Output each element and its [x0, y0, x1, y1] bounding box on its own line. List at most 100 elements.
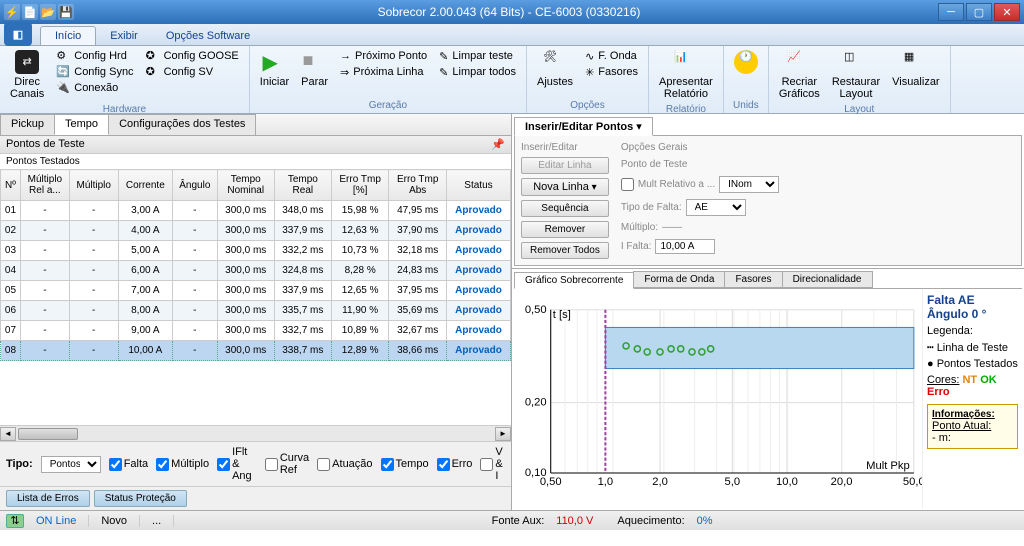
chk-erro[interactable]: Erro — [437, 458, 473, 471]
conexao-button[interactable]: 🔌Conexão — [52, 80, 137, 96]
table-row[interactable]: 03--5,00 A-300,0 ms332,2 ms10,73 %32,18 … — [1, 241, 511, 261]
ribbon: ⇄ Direc Canais ⚙Config Hrd 🔄Config Sync … — [0, 46, 1024, 114]
save-icon[interactable]: 💾 — [58, 4, 74, 20]
gtab-direc[interactable]: Direcionalidade — [782, 271, 873, 288]
subtab-config[interactable]: Configurações dos Testes — [108, 114, 256, 135]
pin-icon[interactable]: 📌 — [491, 138, 505, 151]
col-angulo[interactable]: Ângulo — [172, 170, 217, 201]
restaurar-button[interactable]: ◫Restaurar Layout — [828, 48, 884, 102]
chk-atuacao[interactable]: Atuação — [317, 458, 372, 471]
tipofalta-select[interactable]: AE — [686, 199, 746, 216]
ep-ponto-label: Ponto de Teste — [621, 159, 779, 170]
table-row[interactable]: 01--3,00 A-300,0 ms348,0 ms15,98 %47,95 … — [1, 201, 511, 221]
config-hrd-button[interactable]: ⚙Config Hrd — [52, 48, 137, 64]
info-header: Informações: — [932, 409, 1013, 420]
multrel-checkbox[interactable] — [621, 178, 634, 191]
open-icon[interactable]: 📂 — [40, 4, 56, 20]
overcurrent-chart: 0,501,02,05,010,020,050,00,500,200,10t [… — [514, 289, 922, 508]
subtab-pickup[interactable]: Pickup — [0, 114, 55, 135]
col-tnom[interactable]: Tempo Nominal — [217, 170, 274, 201]
chk-vi[interactable]: V & I — [480, 446, 505, 482]
table-row[interactable]: 08--10,00 A-300,0 ms338,7 ms12,89 %38,66… — [1, 341, 511, 361]
config-sync-button[interactable]: 🔄Config Sync — [52, 64, 137, 80]
status-aquec-label: Aquecimento: — [617, 515, 684, 527]
play-icon: ▶ — [262, 50, 286, 74]
scroll-right-icon[interactable]: ► — [495, 427, 511, 441]
tab-exibir[interactable]: Exibir — [96, 27, 152, 45]
config-goose-button[interactable]: ✪Config GOOSE — [142, 48, 243, 64]
remover-button[interactable]: Remover — [521, 221, 609, 238]
svg-text:0,20: 0,20 — [525, 397, 547, 409]
col-multrel[interactable]: Múltiplo Rel a... — [20, 170, 69, 201]
proxima-linha-button[interactable]: ⇒Próxima Linha — [336, 64, 431, 80]
table-row[interactable]: 05--7,00 A-300,0 ms337,9 ms12,65 %37,95 … — [1, 281, 511, 301]
col-treal[interactable]: Tempo Real — [274, 170, 331, 201]
new-icon[interactable]: 📄 — [22, 4, 38, 20]
col-corrente[interactable]: Corrente — [118, 170, 172, 201]
gtab-forma[interactable]: Forma de Onda — [633, 271, 725, 288]
brush-all-icon: ✎ — [439, 66, 448, 79]
gtab-sobrecorrente[interactable]: Gráfico Sobrecorrente — [514, 272, 634, 289]
relatorio-button[interactable]: 📊Apresentar Relatório — [655, 48, 717, 102]
scroll-thumb[interactable] — [18, 428, 78, 440]
h-scrollbar[interactable]: ◄ ► — [0, 425, 511, 441]
proximo-ponto-button[interactable]: →Próximo Ponto — [336, 48, 431, 64]
scroll-left-icon[interactable]: ◄ — [0, 427, 16, 441]
direc-label: Direc Canais — [10, 76, 44, 100]
chk-falta[interactable]: Falta — [109, 458, 148, 471]
table-row[interactable]: 06--8,00 A-300,0 ms335,7 ms11,90 %35,69 … — [1, 301, 511, 321]
subtab-tempo[interactable]: Tempo — [54, 114, 109, 135]
gtab-fasores[interactable]: Fasores — [724, 271, 782, 288]
col-status[interactable]: Status — [446, 170, 510, 201]
sequencia-button[interactable]: Sequência — [521, 200, 609, 217]
editar-linha-button[interactable]: Editar Linha — [521, 157, 609, 174]
visualizar-button[interactable]: ▦Visualizar — [888, 48, 944, 102]
maximize-button[interactable]: ▢ — [966, 3, 992, 21]
table-toolbar: Tipo: Pontos Falta Múltiplo IFlt & Ang C… — [0, 441, 511, 486]
chk-curva[interactable]: Curva Ref — [265, 452, 309, 476]
table-row[interactable]: 07--9,00 A-300,0 ms332,7 ms10,89 %32,67 … — [1, 321, 511, 341]
col-no[interactable]: Nº — [1, 170, 21, 201]
ifalta-input[interactable] — [655, 239, 715, 254]
limpar-teste-button[interactable]: ✎Limpar teste — [435, 48, 520, 64]
iniciar-button[interactable]: ▶Iniciar — [256, 48, 293, 98]
ajustes-button[interactable]: 🛠Ajustes — [533, 48, 577, 98]
fasores-button[interactable]: ✳Fasores — [581, 64, 642, 80]
remover-todos-button[interactable]: Remover Todos — [521, 242, 609, 259]
parar-button[interactable]: ■Parar — [297, 48, 332, 98]
tab-status-protecao[interactable]: Status Proteção — [94, 490, 187, 507]
limpar-todos-button[interactable]: ✎Limpar todos — [435, 64, 520, 80]
table-row[interactable]: 04--6,00 A-300,0 ms324,8 ms8,28 %24,83 m… — [1, 261, 511, 281]
tab-opcoes[interactable]: Opções Software — [152, 27, 264, 45]
chk-tempo[interactable]: Tempo — [381, 458, 429, 471]
svg-text:0,10: 0,10 — [525, 467, 547, 479]
svg-text:2,0: 2,0 — [652, 476, 668, 488]
connect-icon[interactable]: ⇅ — [6, 514, 24, 528]
clock-icon: 🕐 — [734, 50, 758, 74]
sv-icon: ✪ — [146, 65, 160, 79]
ribbon-tabs: ◧ Início Exibir Opções Software — [0, 24, 1024, 46]
chk-multiplo[interactable]: Múltiplo — [156, 458, 209, 471]
recriar-button[interactable]: 📈Recriar Gráficos — [775, 48, 824, 102]
config-sv-button[interactable]: ✪Config SV — [142, 64, 243, 80]
fonda-button[interactable]: ∿F. Onda — [581, 48, 642, 64]
chk-iflt[interactable]: IFlt & Ang — [217, 446, 257, 482]
nova-linha-button[interactable]: Nova Linha ▾ — [521, 178, 609, 196]
minimize-button[interactable]: ─ — [938, 3, 964, 21]
inom-select[interactable]: INom — [719, 176, 779, 193]
direc-canais-button[interactable]: ⇄ Direc Canais — [6, 48, 48, 102]
tipo-select[interactable]: Pontos — [41, 456, 101, 473]
app-logo[interactable]: ◧ — [4, 22, 32, 46]
titlebar: ⚡ 📄 📂 💾 Sobrecor 2.00.043 (64 Bits) - CE… — [0, 0, 1024, 24]
edit-panel-tab[interactable]: Inserir/Editar Pontos ▾ — [514, 117, 653, 136]
tab-lista-erros[interactable]: Lista de Erros — [6, 490, 90, 507]
table-row[interactable]: 02--4,00 A-300,0 ms337,9 ms12,63 %37,90 … — [1, 221, 511, 241]
close-button[interactable]: ✕ — [994, 3, 1020, 21]
col-erra[interactable]: Erro Tmp Abs — [389, 170, 447, 201]
unids-group-label: Unids — [730, 98, 762, 111]
col-mult[interactable]: Múltiplo — [69, 170, 118, 201]
col-errp[interactable]: Erro Tmp [%] — [331, 170, 389, 201]
tab-inicio[interactable]: Início — [40, 26, 96, 45]
results-table: Nº Múltiplo Rel a... Múltiplo Corrente Â… — [0, 169, 511, 361]
unids-button[interactable]: 🕐 — [730, 48, 762, 98]
